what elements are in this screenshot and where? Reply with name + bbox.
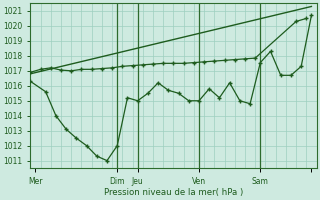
X-axis label: Pression niveau de la mer( hPa ): Pression niveau de la mer( hPa ) bbox=[104, 188, 243, 197]
